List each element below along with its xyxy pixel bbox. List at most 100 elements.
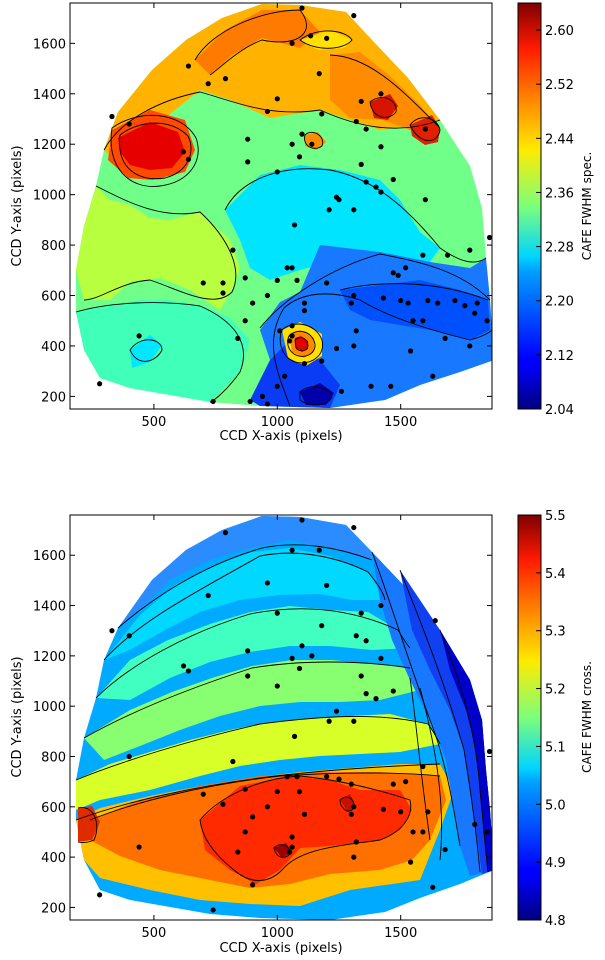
data-point-spec-26 <box>358 161 364 167</box>
colorbar-tick-label-cross-5: 5.3 <box>545 625 566 640</box>
colorbar-tick-label-cross-2: 5.0 <box>545 798 566 813</box>
data-point-cross-62 <box>250 814 256 820</box>
data-point-cross-48 <box>296 789 303 795</box>
data-point-spec-53 <box>264 292 271 299</box>
data-point-spec-15 <box>422 126 428 132</box>
data-point-cross-22 <box>296 665 303 672</box>
data-point-spec-93 <box>388 383 394 389</box>
data-point-spec-61 <box>398 297 404 304</box>
data-point-spec-60 <box>380 295 387 301</box>
data-point-spec-43 <box>420 252 426 258</box>
data-point-spec-99 <box>210 398 216 405</box>
data-point-cross-4 <box>316 547 322 553</box>
data-point-cross-76 <box>210 907 216 913</box>
colorbar-tick-label-spec-0: 2.04 <box>545 403 574 418</box>
data-point-spec-47 <box>289 265 295 271</box>
data-point-cross-37 <box>230 758 236 765</box>
data-point-spec-76 <box>289 323 295 329</box>
data-point-cross-21 <box>180 663 187 669</box>
data-point-cross-2 <box>222 530 229 536</box>
data-point-spec-79 <box>287 338 293 344</box>
data-point-cross-28 <box>363 691 369 697</box>
data-point-cross-64 <box>289 834 295 840</box>
colorbar-label-spec: CAFE FWHM spec. <box>580 152 594 261</box>
data-point-cross-31 <box>109 628 115 634</box>
colorbar-tick-label-cross-7: 5.5 <box>545 509 566 524</box>
data-point-spec-23 <box>296 154 303 160</box>
colorbar-tick-label-cross-1: 4.9 <box>545 856 566 871</box>
data-point-spec-100 <box>264 401 271 407</box>
data-point-spec-70 <box>420 318 426 324</box>
colorbar-tick-label-spec-1: 2.12 <box>545 349 574 364</box>
data-point-spec-29 <box>363 179 369 185</box>
data-point-cross-43 <box>324 774 330 780</box>
colorbar-cross: 4.8 4.9 5.0 5.1 5.2 5.3 5.4 5.5 CAFE FWHM cross… <box>517 509 594 929</box>
y-tick-label-spec-3: 800 <box>41 239 66 254</box>
data-point-spec-82 <box>442 335 448 341</box>
data-point-spec-24 <box>245 159 251 165</box>
data-point-cross-44 <box>336 776 342 782</box>
y-tick-label-spec-7: 1600 <box>33 37 66 52</box>
data-point-spec-81 <box>353 328 359 334</box>
data-point-cross-8 <box>378 602 384 609</box>
data-point-spec-97 <box>259 393 266 399</box>
data-point-cross-61 <box>484 829 490 835</box>
data-point-spec-7 <box>222 76 229 82</box>
data-point-spec-8 <box>205 81 211 87</box>
x-tick-label-spec-0: 500 <box>141 415 166 430</box>
axis-ticks-spec: 500 1000 1500 200 400 600 800 1000 1200 1400 1600 <box>33 3 492 430</box>
colorbar-spec: 2.04 2.12 2.20 2.28 2.36 2.44 2.52 2.60 CAFE FW… <box>517 2 594 418</box>
data-point-spec-42 <box>467 247 473 253</box>
data-point-spec-16 <box>363 126 369 132</box>
data-point-cross-30 <box>373 696 379 702</box>
data-point-spec-25 <box>185 156 192 162</box>
data-point-cross-53 <box>380 806 387 812</box>
data-point-spec-77 <box>277 328 283 334</box>
data-point-spec-83 <box>467 343 473 349</box>
data-point-cross-74 <box>250 882 256 888</box>
data-point-cross-3 <box>289 547 295 553</box>
colorbar-tick-label-spec-2: 2.20 <box>545 295 574 310</box>
data-point-cross-25 <box>358 673 364 679</box>
data-point-spec-12 <box>264 108 271 115</box>
data-point-cross-51 <box>200 791 206 797</box>
data-point-spec-91 <box>282 373 288 379</box>
data-point-spec-27 <box>390 176 396 183</box>
data-point-cross-47 <box>274 789 280 795</box>
colorbar-tick-label-spec-7: 2.60 <box>545 24 574 39</box>
data-point-spec-11 <box>274 96 280 102</box>
fwhm-spec-panel: 500 1000 15002004006008001000120014001600 … <box>10 2 594 444</box>
data-point-cross-70 <box>136 844 142 850</box>
data-point-cross-72 <box>407 859 414 865</box>
data-point-cross-66 <box>287 849 293 855</box>
data-point-spec-56 <box>200 280 206 286</box>
y-tick-label-cross-2: 600 <box>41 801 66 816</box>
data-point-spec-37 <box>351 207 357 213</box>
data-point-spec-10 <box>358 98 364 104</box>
data-point-spec-17 <box>299 131 305 137</box>
contour-map-spec <box>75 4 492 408</box>
colorbar-tick-label-cross-4: 5.2 <box>545 683 566 698</box>
data-point-spec-66 <box>474 300 480 306</box>
data-point-spec-9 <box>378 91 384 97</box>
data-point-cross-5 <box>264 580 271 586</box>
data-point-spec-87 <box>407 348 414 354</box>
data-point-spec-94 <box>97 381 103 387</box>
data-point-cross-56 <box>301 811 308 817</box>
x-tick-label-cross-2: 1500 <box>384 926 417 941</box>
data-point-cross-41 <box>294 774 300 780</box>
data-point-cross-33 <box>351 718 357 724</box>
y-tick-label-spec-2: 600 <box>41 290 66 305</box>
y-axis-label-cross: CCD Y-axis (pixels) <box>10 656 25 777</box>
data-point-cross-68 <box>353 839 359 845</box>
y-tick-label-spec-4: 1000 <box>33 189 66 204</box>
data-point-cross-49 <box>264 804 271 810</box>
data-point-cross-17 <box>245 648 251 654</box>
data-point-cross-12 <box>319 623 325 629</box>
x-tick-label-cross-1: 1000 <box>261 926 294 941</box>
data-point-spec-28 <box>274 169 280 175</box>
y-tick-label-cross-3: 800 <box>41 750 66 765</box>
data-point-spec-71 <box>472 310 478 316</box>
data-point-spec-69 <box>410 318 416 324</box>
data-point-spec-22 <box>180 149 187 155</box>
